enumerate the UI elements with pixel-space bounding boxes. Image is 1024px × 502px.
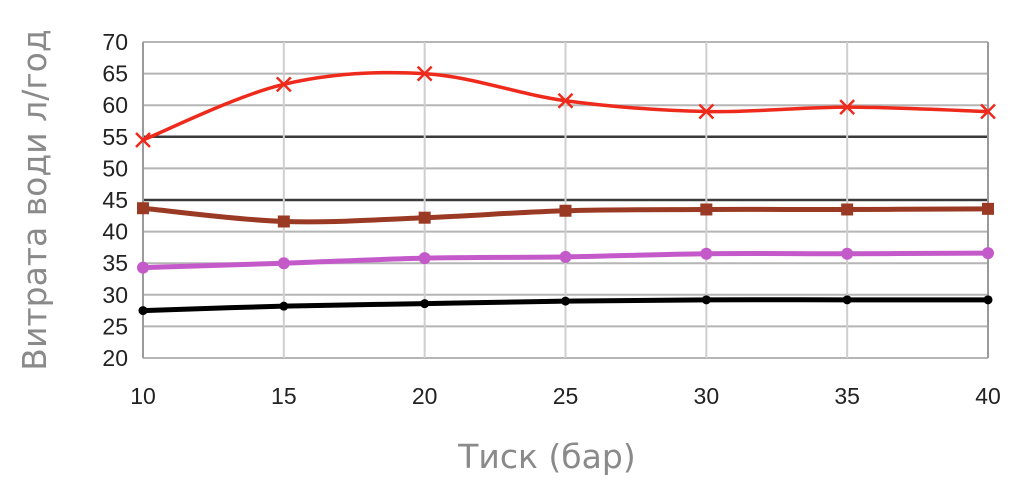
data-point bbox=[561, 296, 570, 306]
tick-labels: 20 25 30 35 40 45 50 55 60 65 70 10 15 20 25 30 35 40 bbox=[102, 29, 1000, 409]
data-point bbox=[983, 295, 993, 305]
y-tick-label: 35 bbox=[102, 250, 128, 276]
data-point bbox=[559, 204, 572, 217]
y-tick-label: 45 bbox=[102, 187, 128, 213]
data-point bbox=[559, 250, 572, 263]
data-point bbox=[420, 299, 430, 309]
y-tick-label: 25 bbox=[102, 313, 128, 339]
data-point bbox=[416, 65, 433, 82]
x-tick-label: 15 bbox=[271, 383, 297, 409]
series-3 bbox=[137, 247, 994, 274]
data-point bbox=[138, 306, 148, 316]
data-point bbox=[839, 99, 856, 115]
data-point bbox=[698, 103, 715, 120]
data-point bbox=[701, 295, 711, 305]
data-point bbox=[277, 257, 290, 270]
x-tick-label: 30 bbox=[694, 383, 720, 409]
data-point bbox=[277, 215, 290, 228]
series-4 bbox=[138, 295, 993, 316]
x-tick-label: 35 bbox=[834, 383, 860, 409]
data-point bbox=[982, 202, 994, 215]
x-tick-label: 25 bbox=[553, 383, 579, 409]
data-point bbox=[418, 211, 431, 224]
x-axis-title: Тиск (бар) bbox=[457, 437, 635, 476]
data-point bbox=[841, 247, 854, 260]
x-tick-label: 20 bbox=[412, 383, 438, 409]
data-point bbox=[841, 203, 854, 216]
y-tick-label: 50 bbox=[102, 155, 128, 181]
x-tick-label: 10 bbox=[130, 383, 156, 409]
series-1 bbox=[135, 65, 996, 148]
y-tick-label: 70 bbox=[102, 29, 128, 55]
data-point bbox=[137, 261, 149, 274]
data-point bbox=[279, 301, 289, 311]
data-point bbox=[418, 252, 431, 265]
data-point bbox=[275, 76, 292, 93]
y-tick-label: 55 bbox=[102, 124, 128, 150]
data-point bbox=[137, 202, 149, 215]
series-lines bbox=[135, 65, 996, 316]
data-point bbox=[135, 132, 151, 148]
y-tick-label: 40 bbox=[102, 219, 128, 245]
data-point bbox=[842, 295, 852, 305]
y-tick-label: 20 bbox=[102, 345, 128, 371]
x-tick-label: 40 bbox=[975, 383, 1001, 409]
data-point bbox=[980, 103, 996, 120]
data-point bbox=[557, 92, 574, 109]
series-2 bbox=[137, 202, 994, 228]
data-point bbox=[700, 203, 713, 216]
y-axis-title: Витрата води л/год bbox=[15, 29, 54, 370]
y-tick-label: 30 bbox=[102, 282, 128, 308]
y-tick-label: 60 bbox=[102, 92, 128, 118]
data-point bbox=[700, 247, 713, 260]
y-tick-label: 65 bbox=[102, 61, 128, 87]
data-point bbox=[982, 247, 994, 260]
